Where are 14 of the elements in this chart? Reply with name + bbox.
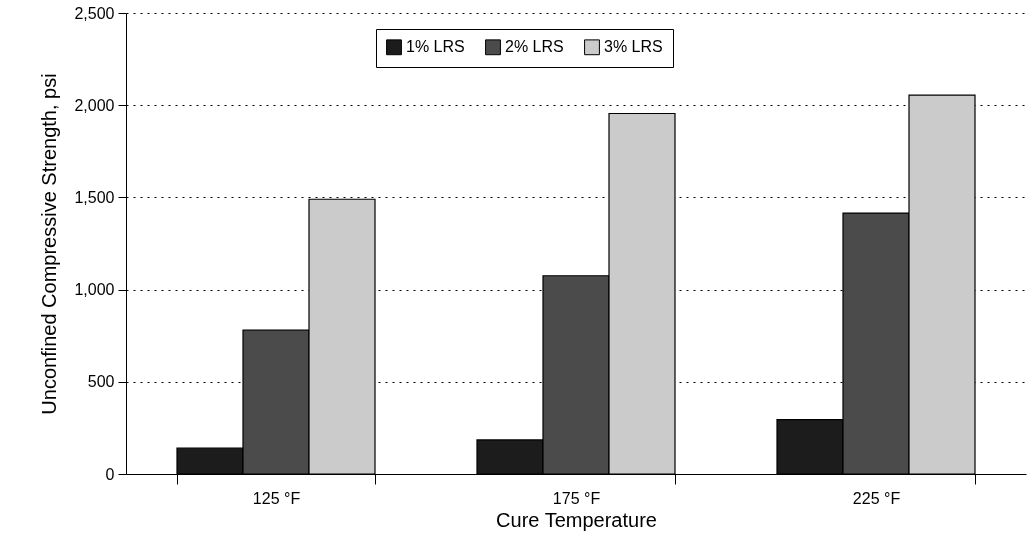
y-tick-label: 1,000 bbox=[74, 281, 115, 299]
x-axis-title: Cure Temperature bbox=[496, 508, 657, 531]
y-tick-label: 0 bbox=[105, 465, 115, 483]
x-tick-label: 125 °F bbox=[252, 489, 301, 507]
y-tick-label: 2,500 bbox=[74, 4, 115, 22]
legend-label: 3% LRS bbox=[604, 38, 663, 56]
legend-label: 1% LRS bbox=[406, 38, 465, 56]
x-tick-label: 175 °F bbox=[552, 489, 601, 507]
y-axis-title: Unconfined Compressive Strength, psi bbox=[38, 73, 61, 415]
y-tick-label: 500 bbox=[87, 373, 115, 391]
y-tick-label: 2,000 bbox=[74, 96, 115, 114]
y-tick-label: 1,500 bbox=[74, 188, 115, 206]
legend-label: 2% LRS bbox=[505, 38, 564, 56]
x-tick-label: 225 °F bbox=[852, 489, 901, 507]
